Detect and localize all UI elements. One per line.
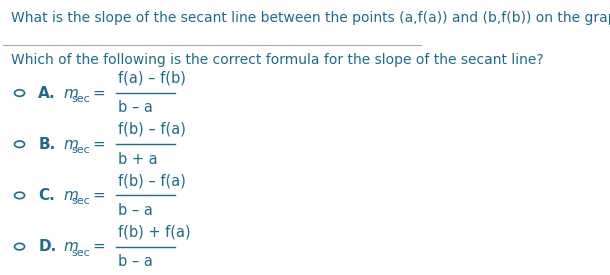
Text: =: = [93, 188, 106, 203]
Text: b – a: b – a [118, 100, 153, 115]
Text: f(b) – f(a): f(b) – f(a) [118, 173, 186, 188]
Text: m: m [63, 239, 79, 254]
Text: =: = [93, 86, 106, 101]
Text: sec: sec [72, 248, 91, 258]
Text: m: m [63, 137, 79, 152]
Text: m: m [63, 86, 79, 101]
Text: =: = [93, 239, 106, 254]
Text: A.: A. [38, 86, 56, 101]
Text: f(b) + f(a): f(b) + f(a) [118, 224, 190, 239]
Text: b + a: b + a [118, 152, 157, 167]
Text: D.: D. [38, 239, 57, 254]
Text: Which of the following is the correct formula for the slope of the secant line?: Which of the following is the correct fo… [11, 53, 544, 67]
Text: sec: sec [72, 94, 91, 104]
Text: =: = [93, 137, 106, 152]
Text: sec: sec [72, 145, 91, 155]
Text: sec: sec [72, 196, 91, 206]
Text: b – a: b – a [118, 203, 153, 218]
Text: f(b) – f(a): f(b) – f(a) [118, 122, 186, 137]
Text: f(a) – f(b): f(a) – f(b) [118, 71, 186, 86]
Text: m: m [63, 188, 79, 203]
Text: C.: C. [38, 188, 55, 203]
Text: b – a: b – a [118, 254, 153, 269]
Text: What is the slope of the secant line between the points (a,f(a)) and (b,f(b)) on: What is the slope of the secant line bet… [11, 11, 610, 25]
Text: B.: B. [38, 137, 56, 152]
